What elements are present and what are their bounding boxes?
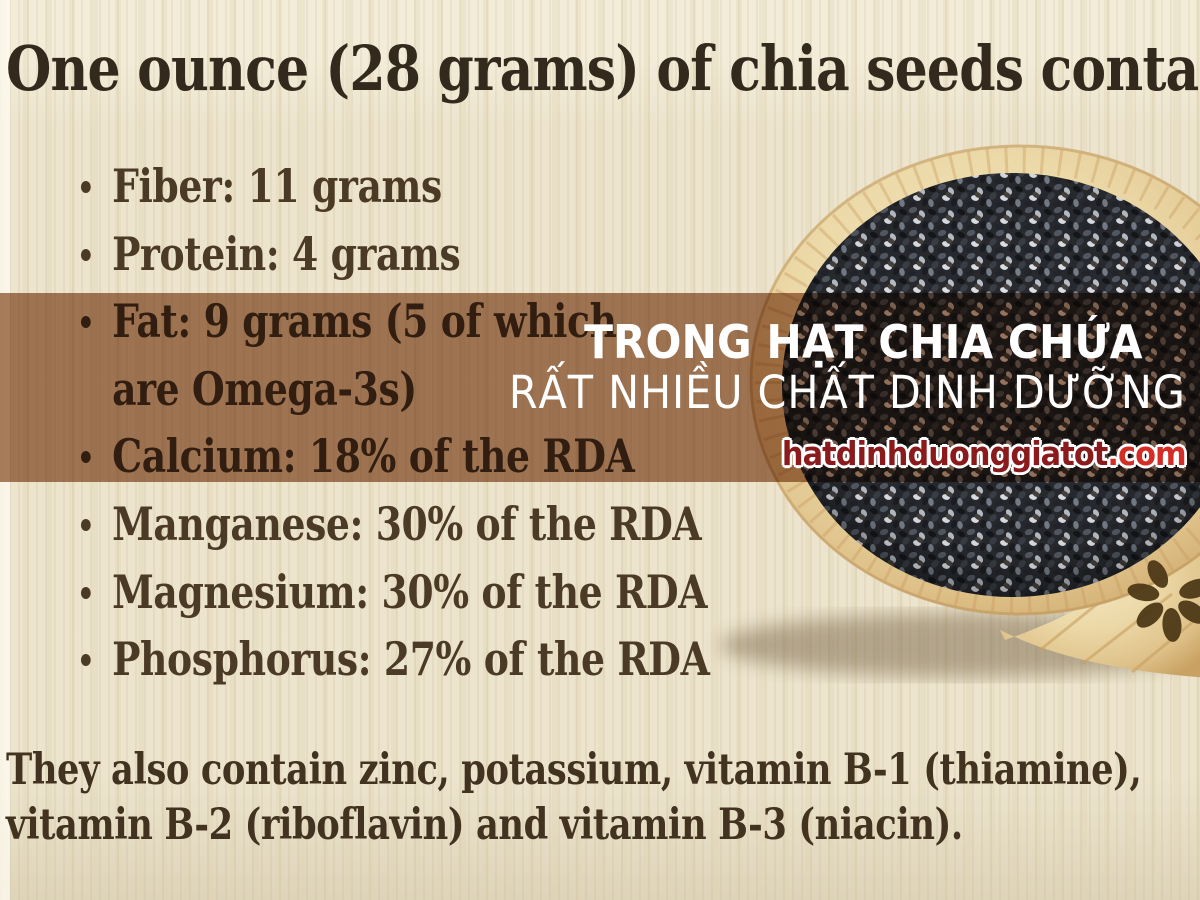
list-item-text: Phosphorus: 27% of the RDA [112, 632, 710, 687]
list-item: Protein: 4 grams [76, 221, 709, 289]
bullet-dot-icon [80, 586, 91, 599]
bullet-dot-icon [80, 181, 91, 193]
overlay-band [0, 293, 1200, 482]
watermark-domain: hatdinhduonggiatot [782, 434, 1108, 473]
bullet-dot-icon [80, 248, 91, 261]
leaf-logo-icon [1127, 560, 1200, 642]
watermark-url: hatdinhduonggiatot.com [509, 434, 1187, 473]
list-item: Manganese: 30% of the RDA [76, 491, 709, 559]
list-item-text: Fiber: 11 grams [112, 159, 442, 213]
footer-paragraph: They also contain zinc, potassium, vitam… [6, 745, 1142, 850]
banner-heading: TRONG HẠT CHIA CHỨA [584, 315, 1143, 369]
list-item-text: Manganese: 30% of the RDA [112, 496, 702, 551]
list-item-text: Magnesium: 30% of the RDA [112, 564, 708, 619]
bullet-dot-icon [80, 654, 91, 667]
bullet-dot-icon [80, 518, 91, 531]
page-title: One ounce (28 grams) of chia seeds conta… [6, 32, 1200, 105]
watermark-tld: .com [1107, 434, 1187, 473]
banner-subheading: RẤT NHIỀU CHẤT DINH DƯỠNG [509, 366, 1186, 419]
list-item: Fiber: 11 grams [76, 153, 709, 221]
vietnamese-banner: TRONG HẠT CHIA CHỨA RẤT NHIỀU CHẤT DINH … [509, 315, 1187, 473]
list-item: Phosphorus: 27% of the RDA [76, 626, 710, 694]
list-item-text: Protein: 4 grams [112, 226, 461, 281]
list-item: Magnesium: 30% of the RDA [76, 559, 709, 627]
